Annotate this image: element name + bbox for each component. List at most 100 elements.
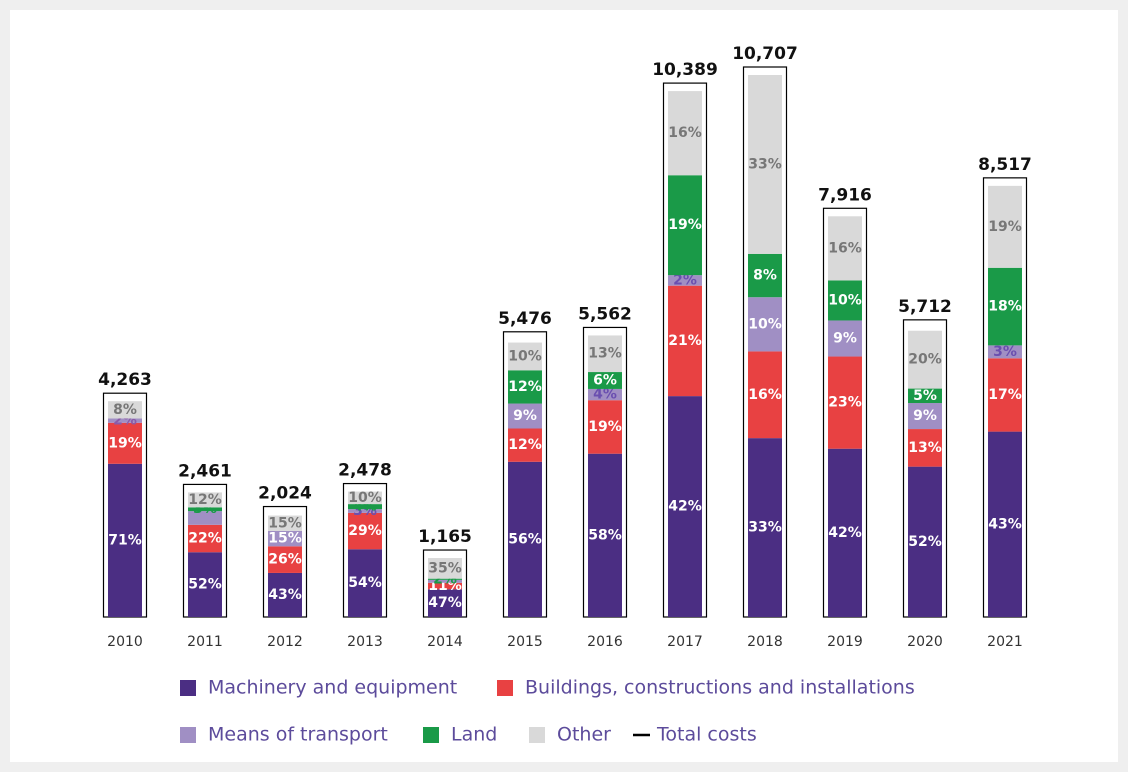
segment-label: 12%	[188, 492, 222, 508]
segment	[828, 216, 862, 281]
segment-label: 20%	[908, 352, 942, 368]
total-label: 1,165	[418, 527, 472, 547]
segment	[908, 330, 942, 389]
x-tick-label: 2017	[667, 634, 703, 650]
segment-label: 26%	[268, 552, 302, 568]
segment	[188, 552, 222, 617]
segment	[908, 403, 942, 430]
segment-label: 19%	[668, 217, 702, 233]
segment-label: 33%	[748, 156, 782, 172]
segment-label: 71%	[108, 532, 142, 548]
total-label: 10,389	[652, 60, 718, 80]
segment-label: 35%	[428, 560, 462, 576]
segment	[188, 511, 222, 525]
segment	[268, 572, 302, 617]
segment-label: 43%	[988, 516, 1022, 532]
segment-label: 15%	[268, 515, 302, 531]
segment-label: 16%	[828, 240, 862, 256]
total-label: 5,712	[898, 297, 952, 317]
x-tick-label: 2018	[747, 634, 783, 650]
x-tick-label: 2011	[187, 634, 223, 650]
segment	[668, 285, 702, 397]
segment	[908, 388, 942, 404]
segment-label: 3%	[993, 344, 1017, 360]
total-label: 8,517	[978, 155, 1032, 175]
segment	[108, 401, 142, 419]
segment	[828, 448, 862, 617]
segment	[668, 396, 702, 617]
segment	[988, 267, 1022, 346]
panel	[10, 10, 1118, 762]
x-tick-label: 2020	[907, 634, 943, 650]
segment	[108, 422, 142, 464]
x-tick-label: 2013	[347, 634, 383, 650]
segment-label: 9%	[913, 408, 937, 424]
total-label: 2,461	[178, 461, 232, 481]
legend-swatch	[180, 680, 196, 696]
segment-label: 43%	[268, 587, 302, 603]
legend-label: Buildings, constructions and installatio…	[525, 677, 915, 699]
segment-label: 42%	[828, 525, 862, 541]
segment-label: 58%	[588, 527, 622, 543]
segment	[108, 418, 142, 423]
legend-label: Means of transport	[208, 724, 388, 746]
segment	[828, 320, 862, 357]
segment	[668, 175, 702, 276]
segment	[268, 515, 302, 531]
segment-label: 52%	[908, 534, 942, 550]
total-label: 5,562	[578, 304, 632, 324]
segment-label: 47%	[428, 595, 462, 611]
segment	[508, 428, 542, 462]
segment-label: 8%	[753, 268, 777, 284]
segment-label: 19%	[108, 435, 142, 451]
segment-label: 16%	[668, 125, 702, 141]
segment	[188, 524, 222, 553]
legend-label: Other	[557, 724, 611, 746]
segment	[588, 400, 622, 454]
segment-label: 9%	[833, 331, 857, 347]
legend-swatch	[497, 680, 513, 696]
segment-label: 13%	[908, 440, 942, 456]
segment	[508, 370, 542, 404]
x-tick-label: 2014	[427, 634, 463, 650]
segment-label: 19%	[588, 419, 622, 435]
segment-label: 8%	[113, 402, 137, 418]
x-tick-label: 2015	[507, 634, 543, 650]
segment	[988, 185, 1022, 268]
segment	[828, 356, 862, 449]
segment	[428, 579, 462, 583]
segment	[588, 335, 622, 373]
segment	[588, 453, 622, 617]
segment-label: 52%	[188, 577, 222, 593]
segment-label: 5%	[913, 388, 937, 404]
segment-label: 9%	[513, 408, 537, 424]
segment-label: 21%	[668, 333, 702, 349]
x-tick-label: 2010	[107, 634, 143, 650]
segment	[748, 297, 782, 352]
legend-swatch	[529, 727, 545, 743]
x-tick-label: 2021	[987, 634, 1023, 650]
total-label: 4,263	[98, 370, 152, 390]
segment	[988, 358, 1022, 432]
segment	[268, 546, 302, 573]
segment-label: 12%	[508, 379, 542, 395]
segment-label: 4%	[593, 387, 617, 403]
segment	[748, 438, 782, 617]
legend-label: Land	[451, 724, 497, 746]
segment-label: 10%	[508, 348, 542, 364]
segment-label: 19%	[988, 219, 1022, 235]
segment	[108, 463, 142, 617]
segment	[508, 461, 542, 617]
segment	[348, 512, 382, 550]
total-label: 5,476	[498, 309, 552, 329]
total-label: 2,024	[258, 484, 312, 504]
segment	[748, 253, 782, 298]
segment	[428, 589, 462, 617]
segment	[428, 558, 462, 579]
legend-swatch	[423, 727, 439, 743]
segment-label: 12%	[508, 437, 542, 453]
segment-label: 13%	[588, 346, 622, 362]
x-tick-label: 2019	[827, 634, 863, 650]
x-tick-label: 2016	[587, 634, 623, 650]
